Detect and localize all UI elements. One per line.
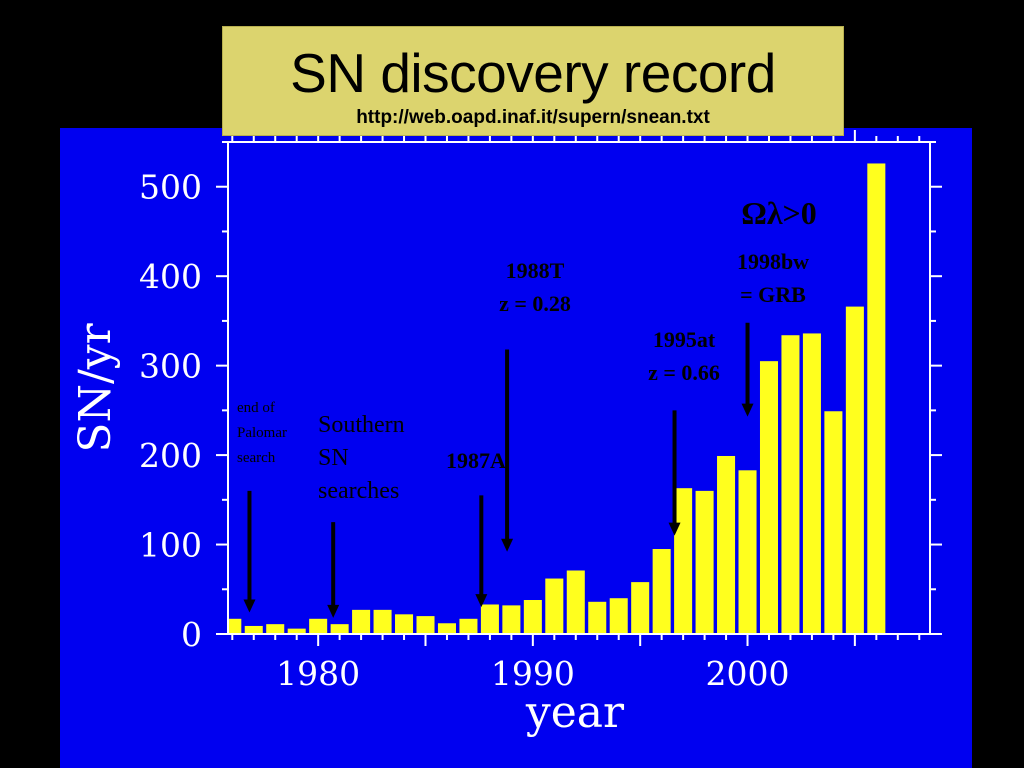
bar-1983 — [373, 609, 392, 634]
y-tick-label-300: 300 — [139, 347, 202, 386]
bar-1990 — [523, 600, 542, 634]
y-tick-label-100: 100 — [139, 526, 202, 565]
annotation-1-arrow-head — [327, 604, 340, 618]
annotation-4-line-1: z = 0.66 — [648, 360, 720, 385]
bar-1992 — [566, 570, 585, 634]
bar-1980 — [309, 618, 328, 634]
bar-1988 — [480, 604, 499, 634]
annotation-6-line-0: 1998bw — [737, 249, 809, 274]
x-tick-label-2000: 2000 — [706, 654, 790, 693]
y-tick-label-200: 200 — [139, 436, 202, 475]
annotation-2-line-0: 1987A — [446, 448, 506, 473]
bar-1985 — [416, 616, 435, 634]
bar-1978 — [266, 624, 285, 634]
bar-2003 — [802, 333, 821, 634]
annotation-0-line-0: end of — [237, 400, 275, 416]
bar-1976 — [228, 618, 242, 634]
y-axis-label: SN/yr — [70, 322, 121, 452]
annotation-1-line-2: searches — [318, 478, 399, 504]
bar-1998 — [695, 490, 714, 634]
chart-title: SN discovery record — [290, 42, 776, 104]
annotation-0-line-1: Palomar — [237, 425, 287, 441]
annotation-6-line-1: = GRB — [740, 282, 806, 307]
tick-labels-layer: 0 100 200 300 400 500 1980 1990 2000 — [139, 168, 790, 693]
annotation-6-arrow-head — [741, 403, 754, 417]
bar-1989 — [502, 605, 521, 634]
bar-1996 — [652, 549, 671, 634]
bar-2004 — [824, 411, 843, 634]
bar-1982 — [352, 609, 371, 634]
annotation-3-line-1: z = 0.28 — [499, 291, 571, 316]
bar-1994 — [609, 598, 628, 634]
annotation-2-arrow-head — [475, 594, 488, 608]
bar-1991 — [545, 578, 564, 634]
annotation-4-line-0: 1995at — [653, 327, 716, 352]
bar-1981 — [330, 624, 349, 634]
bar-1997 — [674, 488, 693, 634]
x-tick-label-1980: 1980 — [276, 654, 360, 693]
bar-2001 — [759, 361, 779, 634]
annotation-0-line-2: search — [237, 450, 276, 466]
bar-1984 — [395, 614, 414, 634]
annotation-1-line-0: Southern — [318, 412, 405, 438]
x-axis-label: year — [525, 687, 625, 738]
annotation-4-arrow-head — [668, 522, 681, 536]
bar-1977 — [244, 625, 263, 634]
bar-1999 — [717, 455, 736, 634]
bar-1979 — [287, 628, 306, 634]
annotation-0-arrow-head — [243, 599, 256, 613]
annotation-5-line-0: Ωλ>0 — [741, 195, 817, 231]
y-tick-label-400: 400 — [139, 257, 202, 296]
annotations-layer: end of Palomar search Southern SN searches 198… — [237, 195, 817, 618]
bar-1995 — [631, 582, 650, 634]
annotation-1-line-1: SN — [318, 445, 349, 471]
plot-frame — [227, 141, 931, 635]
bar-1987 — [459, 618, 478, 634]
title-box: SN discovery record http://web.oapd.inaf… — [222, 26, 844, 136]
annotation-3-arrow-head — [501, 538, 514, 552]
y-tick-label-0: 0 — [181, 615, 202, 654]
bars-layer — [228, 163, 886, 634]
bar-1993 — [588, 601, 607, 634]
bar-2005 — [845, 306, 864, 634]
ticks-layer — [216, 130, 942, 646]
y-tick-label-500: 500 — [139, 168, 202, 207]
x-tick-label-1990: 1990 — [491, 654, 575, 693]
bar-2000 — [738, 470, 757, 634]
chart-source-url: http://web.oapd.inaf.it/supern/snean.txt — [356, 107, 710, 128]
bar-2006 — [867, 163, 886, 634]
bar-2002 — [781, 335, 800, 634]
annotation-3-line-0: 1988T — [506, 258, 565, 283]
bar-1986 — [437, 623, 456, 634]
